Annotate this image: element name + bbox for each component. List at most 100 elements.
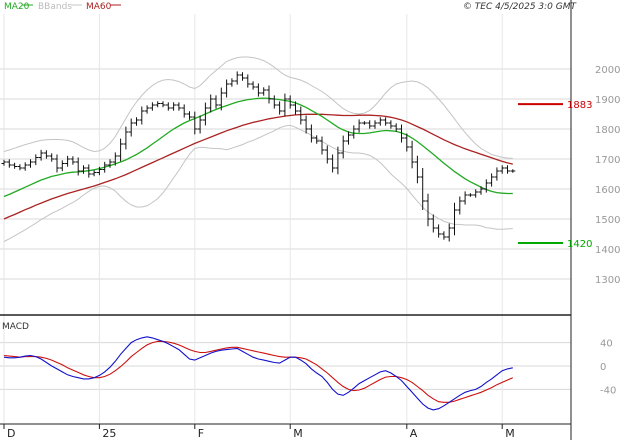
ohlc-bar xyxy=(266,85,272,104)
ohlc-bar xyxy=(361,121,367,125)
ohlc-bar xyxy=(393,123,399,132)
price-bars xyxy=(1,71,516,242)
ohlc-bar xyxy=(139,106,145,125)
ohlc-bar xyxy=(54,154,60,173)
ma60-line xyxy=(3,113,513,220)
ohlc-bar xyxy=(49,153,55,162)
ohlc-bar xyxy=(255,83,261,97)
ohlc-bar xyxy=(510,169,516,173)
ohlc-bar xyxy=(372,120,378,129)
ohlc-bar xyxy=(367,120,373,129)
macd-line xyxy=(3,336,513,411)
ohlc-bar xyxy=(436,224,442,238)
ohlc-bar xyxy=(181,104,187,118)
x-tick-label: M xyxy=(293,427,303,440)
ohlc-bar xyxy=(155,101,161,108)
ohlc-bar xyxy=(324,145,330,164)
ohlc-bar xyxy=(70,156,76,165)
macd-tick-label: -40 xyxy=(600,385,616,396)
legend-ma20-label: MA20 xyxy=(4,2,30,12)
ohlc-bar xyxy=(91,170,97,177)
x-tick-labels: D 25 F M A M xyxy=(3,424,515,440)
ohlc-bar xyxy=(430,214,436,233)
ohlc-bar xyxy=(197,115,203,134)
ohlc-bar xyxy=(250,81,256,90)
ohlc-bar xyxy=(314,135,320,144)
ohlc-bar xyxy=(240,72,245,81)
ohlc-bar xyxy=(483,179,489,193)
ohlc-bar xyxy=(81,165,86,174)
macd-title: MACD xyxy=(2,322,29,332)
ohlc-bar xyxy=(176,102,182,111)
ohlc-bar xyxy=(425,193,431,227)
price-tick-label: 1600 xyxy=(595,185,620,196)
ohlc-bar xyxy=(6,159,12,168)
ohlc-bar xyxy=(149,102,155,111)
ohlc-bar xyxy=(17,164,23,171)
ohlc-bar xyxy=(75,157,81,176)
ohlc-bar xyxy=(107,159,113,168)
ohlc-bar xyxy=(452,202,457,236)
ohlc-bar xyxy=(160,101,166,108)
ohlc-bar xyxy=(128,118,134,137)
price-tick-label: 2000 xyxy=(595,65,620,76)
ohlc-bar xyxy=(293,101,298,115)
ohlc-bar xyxy=(208,94,214,113)
ohlc-bar xyxy=(409,140,415,169)
ohlc-bar xyxy=(102,161,108,173)
ohlc-bar xyxy=(96,166,102,176)
ohlc-bar xyxy=(192,111,198,135)
ohlc-bar xyxy=(319,136,325,155)
support-level-label: 1420 xyxy=(567,239,592,250)
ohlc-bar xyxy=(287,95,293,109)
ohlc-bar xyxy=(457,196,463,215)
ohlc-bar xyxy=(478,186,484,195)
price-tick-label: 1500 xyxy=(595,215,620,226)
ohlc-bar xyxy=(462,191,468,205)
ohlc-bar xyxy=(118,138,124,162)
ohlc-bar xyxy=(134,117,139,126)
ohlc-bar xyxy=(33,154,39,166)
ohlc-bar xyxy=(165,102,171,111)
ohlc-bar xyxy=(218,87,224,111)
bbands-upper-line xyxy=(3,56,513,159)
macd-signal-line xyxy=(3,340,514,403)
bbands-lower-line xyxy=(3,124,513,242)
ohlc-bar xyxy=(43,150,49,159)
ohlc-bar xyxy=(473,189,479,198)
ohlc-bar xyxy=(187,111,192,120)
ohlc-bar xyxy=(261,87,267,96)
timestamp: © TEC 4/5/2025 3:0 GMT xyxy=(463,2,578,12)
ohlc-bar xyxy=(213,95,219,109)
ohlc-bar xyxy=(467,193,473,197)
ohlc-bar xyxy=(308,124,314,143)
legend: MA20 BBands MA60 xyxy=(4,2,121,12)
ohlc-bar xyxy=(505,165,510,174)
ohlc-bar xyxy=(446,223,452,242)
ohlc-bar xyxy=(356,119,362,133)
ohlc-bar xyxy=(351,125,357,139)
x-tick-label: M xyxy=(505,427,515,440)
macd-tick-label: 0 xyxy=(600,362,606,373)
ohlc-bar xyxy=(277,101,283,115)
ohlc-bar xyxy=(388,120,394,129)
ohlc-bar xyxy=(340,135,346,159)
ohlc-bar xyxy=(202,102,208,126)
ohlc-bar xyxy=(28,159,33,168)
ohlc-bar xyxy=(86,164,92,178)
macd-tick-label: 40 xyxy=(600,339,613,350)
ohlc-bar xyxy=(494,167,500,181)
price-tick-label: 1300 xyxy=(595,275,620,286)
ohlc-bar xyxy=(38,149,44,161)
ohlc-bar xyxy=(383,117,389,126)
legend-bbands-label: BBands xyxy=(38,2,72,12)
ohlc-bar xyxy=(123,126,129,150)
x-tick-label: D xyxy=(7,427,15,440)
price-tick-label: 1700 xyxy=(595,155,620,166)
ohlc-bar xyxy=(282,93,288,117)
ohlc-bar xyxy=(171,102,177,111)
ohlc-bar xyxy=(298,106,304,125)
ohlc-bar xyxy=(271,95,277,109)
